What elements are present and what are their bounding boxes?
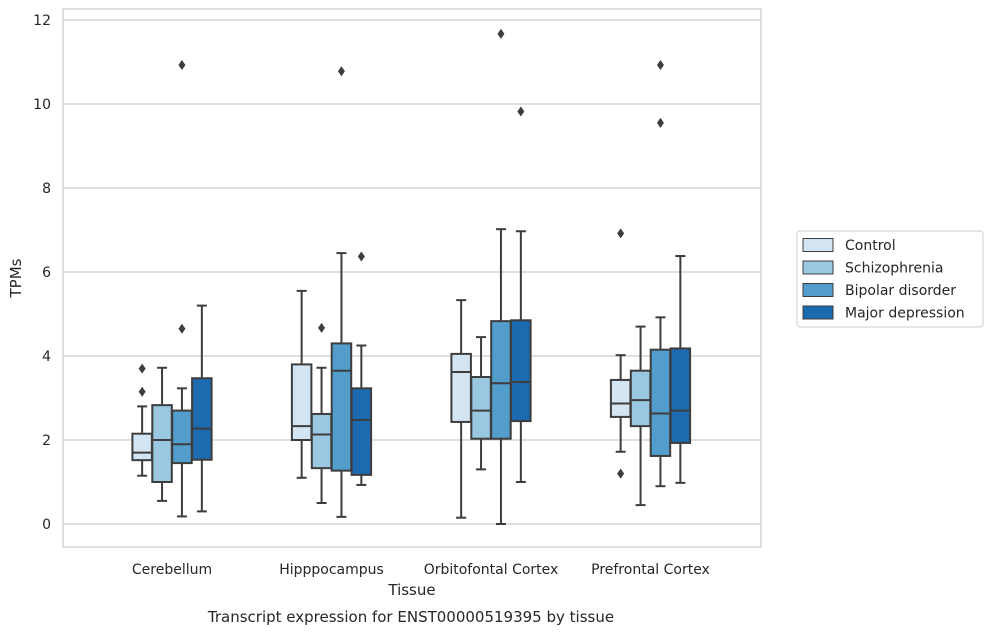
box-plot — [330, 66, 353, 518]
legend-label: Major depression — [845, 306, 965, 322]
box-plot — [629, 325, 652, 507]
box-plot — [490, 28, 512, 525]
box-body — [191, 377, 213, 461]
outlier-point — [357, 251, 365, 262]
y-tick-label: 10 — [33, 97, 51, 113]
y-tick-label: 4 — [42, 349, 51, 365]
y-tick-label: 2 — [42, 433, 51, 449]
outlier-point — [138, 386, 146, 397]
box-plot — [310, 322, 333, 504]
legend-label: Bipolar disorder — [845, 283, 956, 299]
y-tick-labels: 0 2 4 6 8 10 12 — [33, 13, 51, 533]
outlier-point — [617, 468, 625, 479]
box-body — [669, 347, 692, 444]
outlier-point — [178, 59, 186, 70]
box-plot — [131, 363, 153, 477]
box-plot — [350, 251, 373, 486]
box-body — [490, 320, 512, 440]
box-body — [350, 387, 373, 476]
y-tick-label: 12 — [33, 13, 51, 29]
box-body — [290, 363, 313, 441]
box-plot — [171, 59, 193, 518]
x-tick-label: Cerebellum — [132, 562, 212, 578]
y-tick-label: 8 — [42, 181, 51, 197]
x-tick-labels: Cerebellum Hipppocampus Orbitofontal Corte… — [132, 562, 710, 578]
outlier-point — [617, 228, 625, 239]
box-body — [131, 432, 153, 462]
box-body — [310, 412, 333, 470]
outlier-point — [318, 322, 326, 333]
x-tick-label: Hipppocampus — [279, 562, 384, 578]
box-plot — [669, 255, 692, 484]
x-tick-label: Orbitofontal Cortex — [424, 562, 559, 578]
box-body — [609, 378, 632, 418]
legend: Control Schizophrenia Bipolar disorder Majo… — [796, 230, 984, 328]
legend-swatch — [802, 238, 834, 252]
outlier-point — [517, 106, 525, 117]
box-body — [629, 369, 652, 428]
legend-swatch — [802, 260, 834, 275]
box-plot — [290, 289, 313, 479]
legend-label: Schizophrenia — [845, 261, 943, 277]
outlier-point — [337, 66, 345, 77]
outlier-point — [138, 363, 146, 374]
box-body — [450, 352, 472, 423]
legend-item: Control — [802, 238, 896, 254]
legend-frame — [796, 230, 984, 328]
legend-item: Schizophrenia — [802, 260, 943, 277]
x-axis-title: Tissue — [387, 581, 435, 599]
box-body — [330, 342, 353, 472]
box-plot — [151, 366, 173, 502]
y-axis-title: TPMs — [7, 258, 25, 298]
box-plot — [609, 228, 632, 479]
box-plot — [649, 59, 672, 488]
legend-label: Control — [845, 238, 896, 254]
y-tick-label: 0 — [42, 517, 51, 533]
box-body — [151, 404, 173, 484]
legend-item: Bipolar disorder — [802, 283, 956, 299]
outlier-point — [656, 117, 664, 128]
outlier-point — [178, 323, 186, 334]
plot-frame — [62, 8, 762, 548]
x-tick-label: Prefrontal Cortex — [591, 562, 710, 578]
box-plot — [450, 299, 472, 519]
chart-caption: Transcript expression for ENST0000051939… — [207, 608, 614, 626]
y-tick-label: 6 — [42, 265, 51, 281]
box-plot — [470, 336, 492, 471]
box-body — [510, 319, 532, 423]
box-body — [470, 376, 492, 440]
outlier-point — [497, 28, 505, 39]
box-body — [171, 409, 193, 465]
legend-item: Major depression — [802, 305, 965, 322]
box-plot — [191, 304, 213, 513]
box-plot — [510, 106, 532, 483]
box-body — [649, 348, 672, 457]
legend-swatch — [802, 283, 834, 297]
box-groups — [131, 28, 692, 525]
outlier-point — [656, 59, 664, 70]
legend-swatch — [802, 305, 834, 320]
